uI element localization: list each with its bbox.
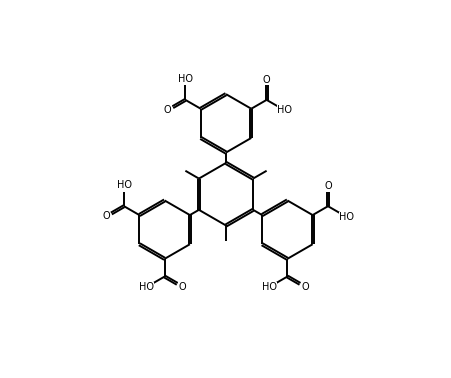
Text: HO: HO bbox=[338, 212, 353, 222]
Text: O: O bbox=[178, 282, 186, 292]
Text: O: O bbox=[102, 211, 110, 222]
Text: O: O bbox=[323, 181, 331, 191]
Text: O: O bbox=[262, 74, 270, 85]
Text: O: O bbox=[300, 282, 308, 292]
Text: HO: HO bbox=[116, 180, 131, 191]
Text: HO: HO bbox=[139, 282, 154, 292]
Text: O: O bbox=[164, 105, 171, 115]
Text: HO: HO bbox=[276, 105, 291, 115]
Text: HO: HO bbox=[261, 282, 276, 292]
Text: HO: HO bbox=[178, 74, 193, 84]
